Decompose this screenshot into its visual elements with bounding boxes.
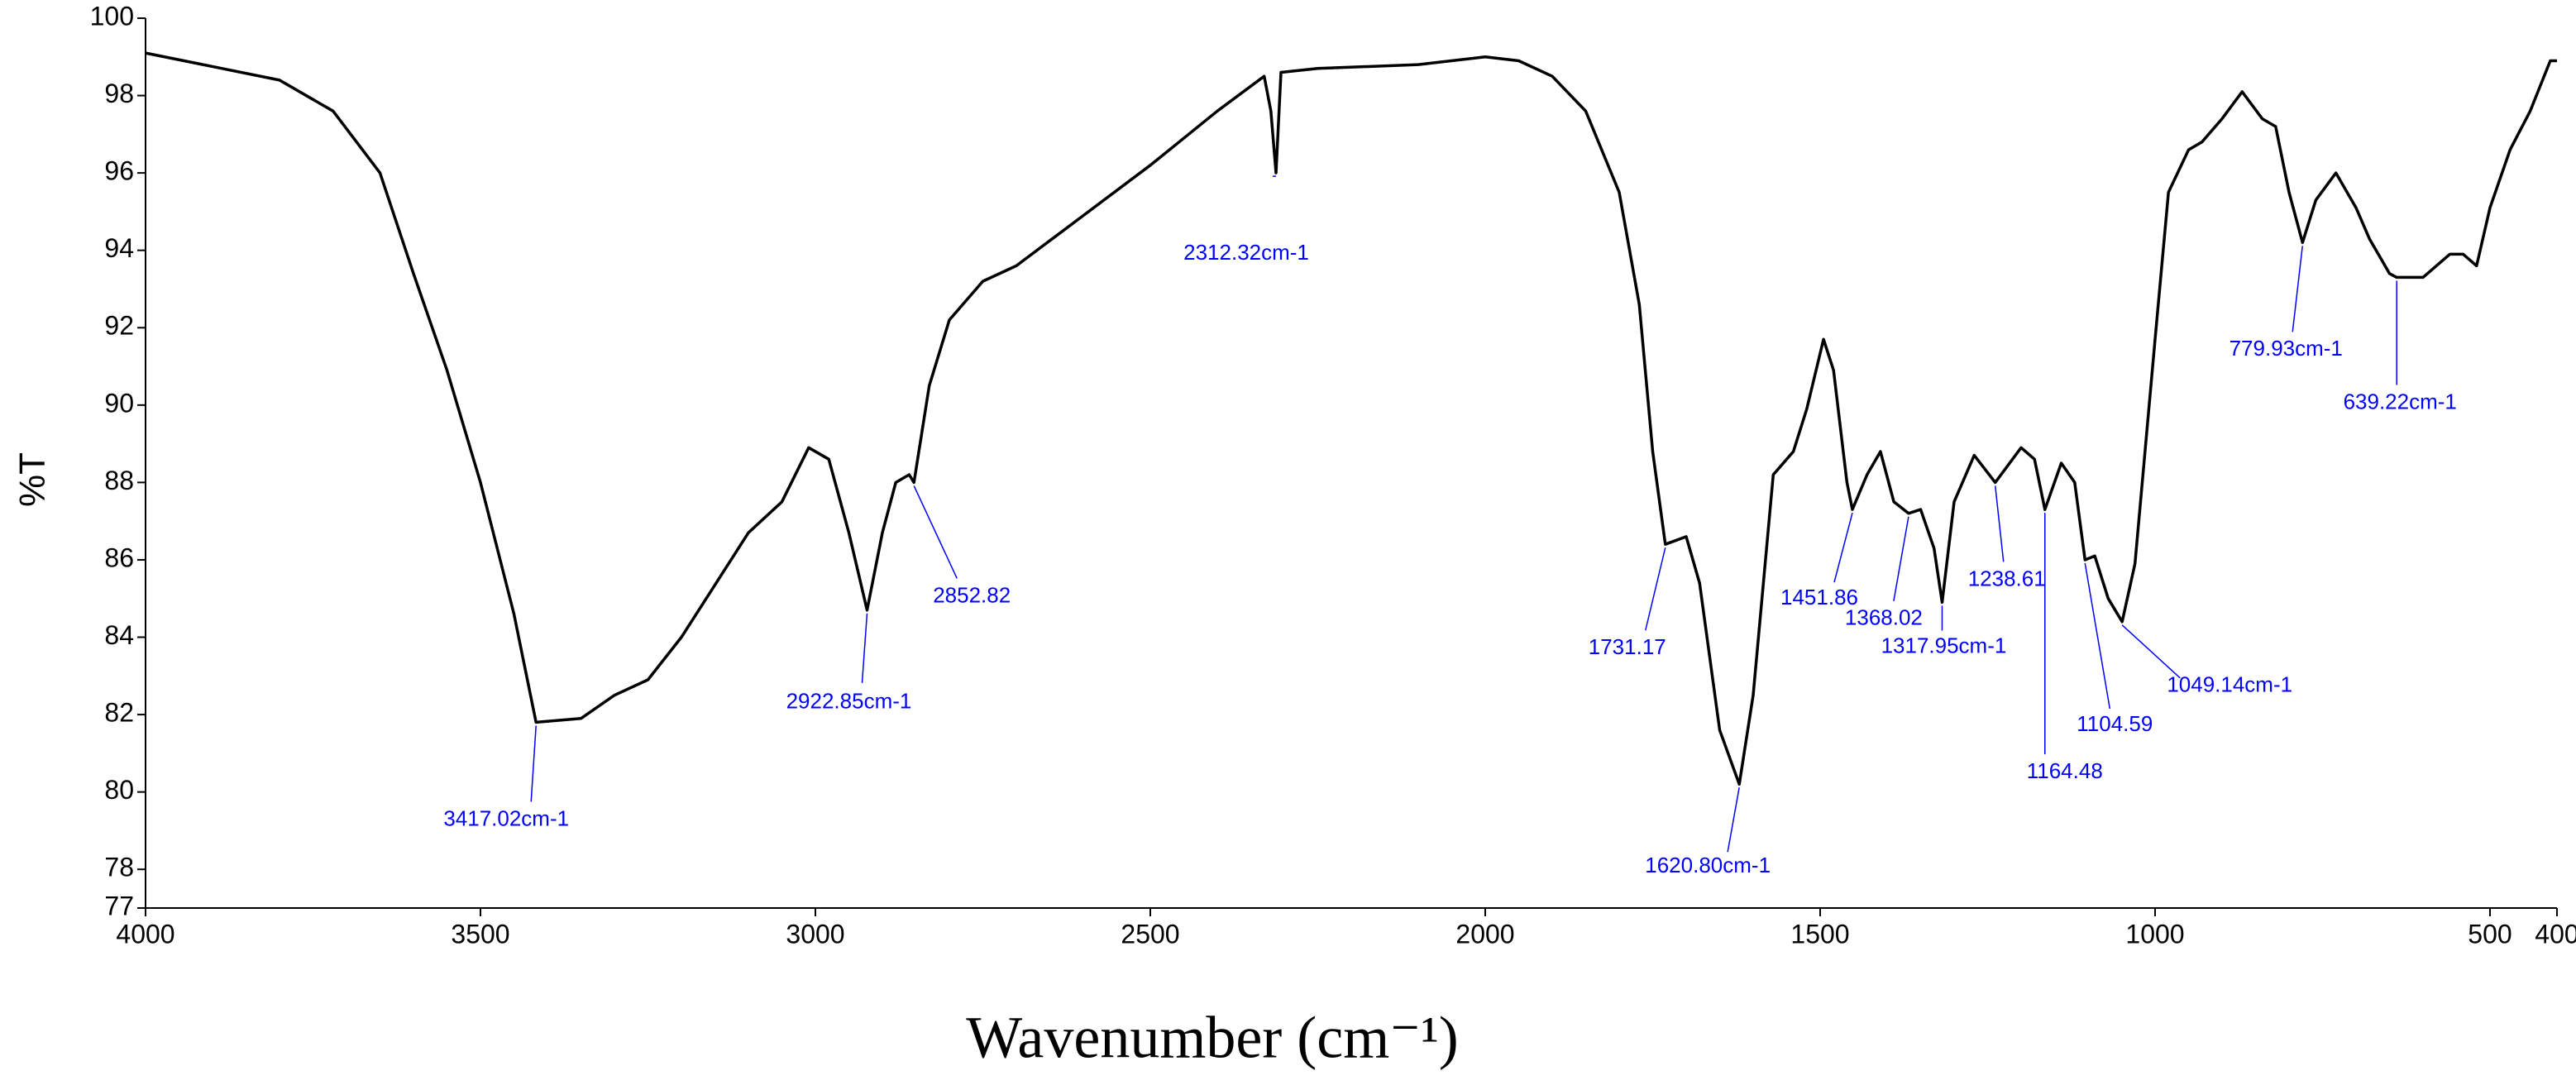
- peak-label: 2852.82: [933, 582, 1011, 607]
- peak-leader: [1893, 516, 1909, 601]
- peak-leader: [1645, 547, 1666, 631]
- y-tick-label: 92: [104, 311, 134, 341]
- y-tick-label: 96: [104, 156, 134, 186]
- y-tick-label: 82: [104, 698, 134, 728]
- peak-leader: [2292, 246, 2304, 332]
- x-axis-title: Wavenumber (cm⁻¹): [966, 1005, 1459, 1071]
- peak-label: 2312.32cm-1: [1183, 240, 1309, 265]
- peak-leader: [1727, 787, 1740, 853]
- x-tick-label: 3500: [451, 919, 509, 949]
- peak-leader: [2084, 562, 2111, 710]
- y-tick-label: 100: [90, 1, 134, 31]
- y-tick-label: 78: [104, 853, 134, 882]
- x-tick-label: 4000: [116, 919, 174, 949]
- x-tick-label: 2500: [1121, 919, 1179, 949]
- x-tick-label: 2000: [1455, 919, 1514, 949]
- peak-leader: [913, 485, 958, 579]
- y-tick-label: 90: [104, 388, 134, 418]
- peak-label: 1451.86: [1780, 585, 1858, 609]
- peak-label: 1049.14cm-1: [2167, 672, 2292, 697]
- peak-label: 1620.80cm-1: [1645, 853, 1771, 877]
- spectrum-line: [145, 51, 2557, 786]
- peak-label: 639.22cm-1: [2344, 389, 2457, 413]
- x-tick-label: 1000: [2125, 919, 2184, 949]
- y-tick-label: 84: [104, 620, 134, 650]
- y-tick-label: 88: [104, 466, 134, 495]
- y-tick-label: 98: [104, 79, 134, 108]
- y-tick-label: 86: [104, 542, 134, 572]
- y-axis-title: %T: [12, 452, 53, 507]
- peak-label: 1731.17: [1589, 634, 1666, 659]
- y-tick-label: 77: [104, 891, 134, 920]
- peak-leader: [2121, 624, 2181, 679]
- peak-label: 1368.02: [1845, 605, 1923, 630]
- peak-label: 1104.59: [2077, 711, 2153, 736]
- peak-leader: [1994, 485, 2005, 562]
- peak-label: 779.93cm-1: [2230, 336, 2343, 361]
- x-tick-label: 1500: [1790, 919, 1849, 949]
- peak-leader: [861, 613, 868, 683]
- peak-leader: [1833, 512, 1853, 583]
- y-tick-label: 80: [104, 775, 134, 805]
- y-tick-label: 94: [104, 233, 134, 263]
- peak-label: 1238.61: [1968, 566, 2046, 590]
- peak-label: 2922.85cm-1: [786, 689, 912, 714]
- peak-label: 1164.48: [2027, 758, 2103, 783]
- x-tick-label: 400: [2535, 919, 2576, 949]
- peak-label: 1317.95cm-1: [1881, 633, 2007, 657]
- peak-leader: [530, 725, 537, 802]
- x-tick-label: 500: [2468, 919, 2511, 949]
- peak-label: 3417.02cm-1: [443, 805, 569, 830]
- x-tick-label: 3000: [786, 919, 844, 949]
